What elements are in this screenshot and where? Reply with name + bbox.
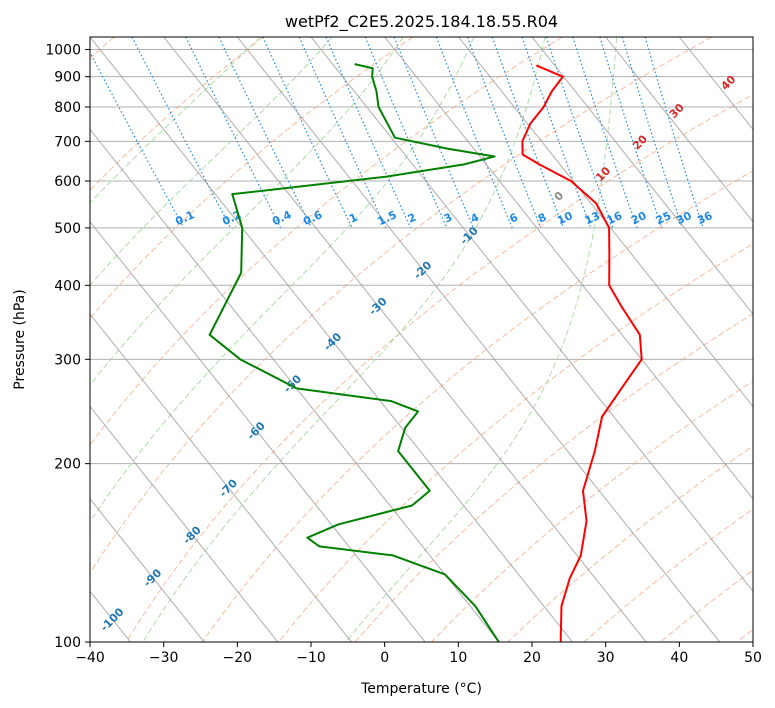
y-tick-label: 700: [54, 134, 81, 150]
pressure-gridlines: [90, 49, 753, 642]
mixing-ratio-label: 20: [629, 209, 649, 227]
isotherm-line: [384, 37, 753, 500]
moist-adiabat-line: [90, 37, 261, 204]
dry-adiabat-line: [90, 37, 563, 446]
mixing-ratio-line: [466, 37, 542, 229]
x-tick-label: −10: [296, 650, 326, 666]
moist-adiabat-line: [142, 37, 546, 642]
plot-frame: [89, 36, 754, 643]
mixing-ratio-line: [491, 37, 565, 229]
y-tick-label: 800: [54, 100, 81, 116]
x-tick-label: −30: [149, 650, 179, 666]
x-tick-label: 0: [380, 650, 389, 666]
temperature-profile-line: [521, 64, 643, 642]
chart-title: wetPf2_C2E5.2025.184.18.55.R04: [285, 12, 558, 32]
isotherm-line: [605, 37, 753, 223]
mixing-ratio-line: [185, 37, 282, 229]
mixing-ratio-line: [545, 37, 614, 229]
isotherm-line: [90, 498, 205, 642]
isotherm-line: [90, 313, 352, 642]
mixing-ratio-line: [621, 37, 683, 229]
x-axis: −40 −30 −20 −10 0 10 20 30 40 50: [75, 642, 762, 666]
isotherm-line: [236, 37, 721, 642]
x-axis-title: Temperature (°C): [360, 681, 482, 697]
x-tick-label: 50: [744, 650, 762, 666]
mixing-ratio-label: 25: [654, 209, 673, 227]
dry-adiabat-line: [125, 93, 753, 642]
isotherm-line: [90, 37, 573, 642]
y-tick-label: 300: [54, 352, 81, 368]
x-tick-label: −40: [75, 650, 105, 666]
x-tick-label: −20: [223, 650, 253, 666]
y-tick-label: 600: [54, 174, 81, 190]
dry-adiabat-line: [90, 37, 712, 574]
mixing-ratio-line: [90, 51, 185, 229]
isotherm-line: [90, 128, 500, 642]
isotherm-line: [531, 37, 753, 315]
isotherm-line: [90, 405, 279, 642]
mixing-ratio-label: 10: [555, 209, 575, 227]
moist-adiabat-line: [90, 37, 475, 523]
y-axis-title: Pressure (hPa): [12, 289, 28, 389]
mixing-ratio-line: [572, 37, 638, 229]
y-tick-label: 400: [54, 278, 81, 294]
mixing-ratio-label: 13: [583, 209, 602, 227]
moist-adiabat-line: [90, 37, 333, 286]
mixing-ratio-label: 16: [605, 209, 625, 227]
x-tick-label: 10: [449, 650, 467, 666]
isotherms: [90, 37, 753, 642]
mixing-ratio-line: [599, 37, 663, 229]
y-tick-label: 500: [54, 221, 81, 237]
dry-adiabat-line: [278, 243, 753, 642]
profile-series: [208, 63, 643, 642]
plot-area: -100-90-80-70-60-50-40-30-20-100.1 0.2 0.4…: [90, 37, 753, 642]
y-tick-label: 900: [54, 70, 81, 86]
x-tick-label: 20: [523, 650, 541, 666]
mixing-ratio-line: [364, 37, 448, 229]
isotherm-line: [163, 37, 647, 642]
isotherm-line: [90, 220, 426, 642]
y-tick-label: 100: [54, 635, 81, 651]
mixing-ratio-line: [325, 37, 412, 229]
mixing-ratio-label: 36: [695, 209, 715, 227]
mixing-ratio-line: [435, 37, 513, 229]
dewpoint-profile-line: [208, 63, 500, 642]
isotherm-line: [457, 37, 753, 408]
dry-adiabat-line: [202, 170, 753, 642]
y-tick-label: 1000: [45, 43, 81, 59]
y-tick-label: 200: [54, 457, 81, 473]
dry-adiabat-line: [90, 37, 264, 191]
x-tick-label: 30: [597, 650, 615, 666]
x-tick-label: 40: [670, 650, 688, 666]
mixing-ratio-label: 30: [674, 209, 694, 227]
y-axis: 100 200 300 400 500 600 700 800 900 1000: [45, 43, 90, 651]
isotherm-line: [310, 37, 753, 593]
